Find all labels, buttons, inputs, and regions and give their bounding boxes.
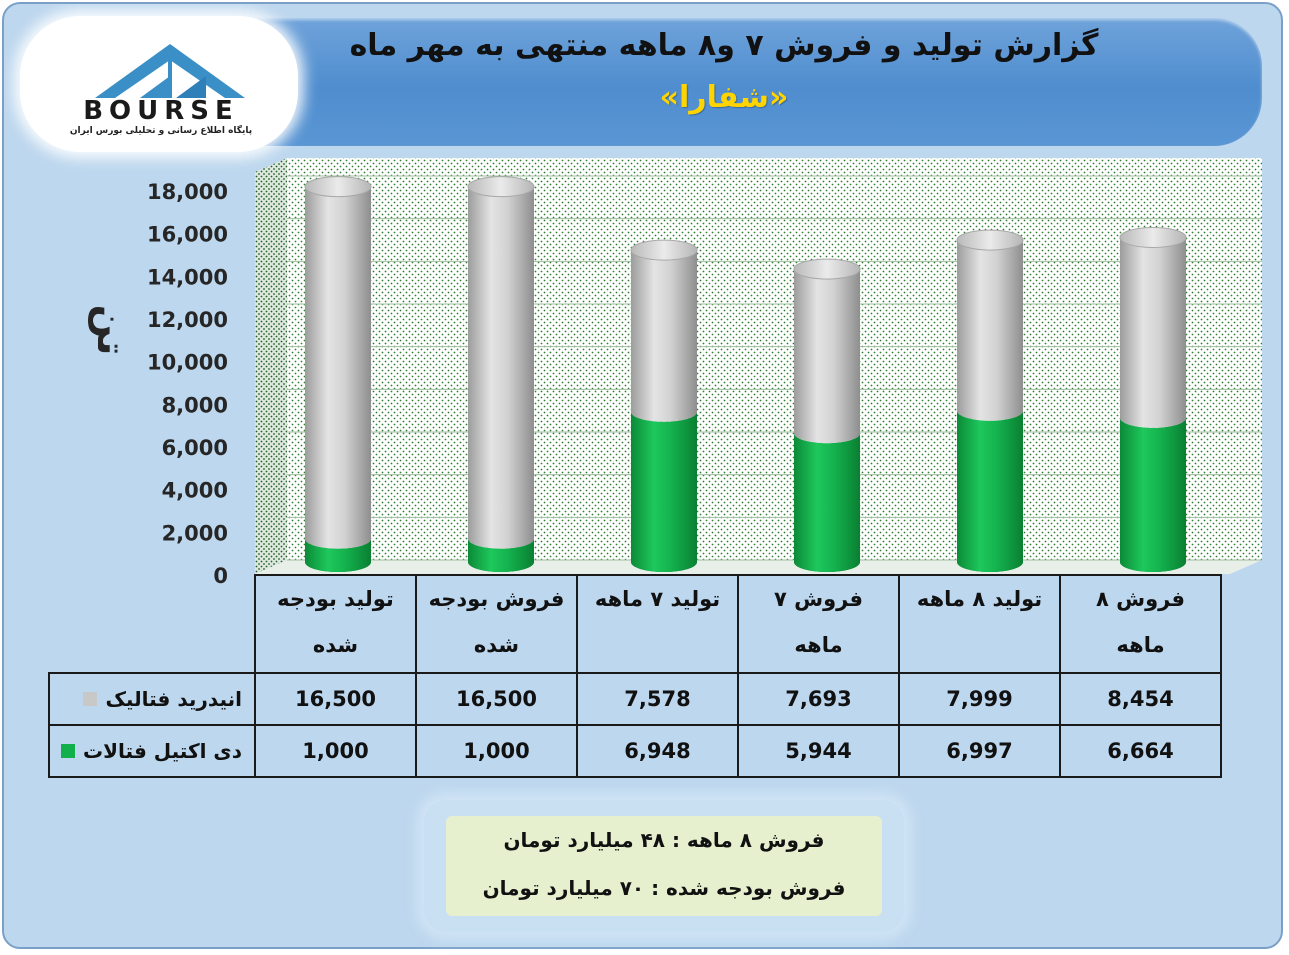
bar-gray xyxy=(1120,237,1186,428)
category-cell: تولید ۷ ماهه xyxy=(576,574,739,674)
table-corner xyxy=(49,575,255,673)
chart-side-wall xyxy=(255,158,287,574)
y-tick-label: 14,000 xyxy=(147,265,228,289)
category-cell: تولید بودجه شده xyxy=(254,574,417,674)
y-tick-label: 10,000 xyxy=(147,351,228,375)
data-label: 1,000 xyxy=(415,724,578,778)
bar-top-cap xyxy=(467,176,535,198)
data-label: 16,500 xyxy=(415,672,578,726)
bar-stack xyxy=(467,176,535,572)
bar-gray xyxy=(794,269,860,444)
category-line: فروش ۷ xyxy=(774,587,863,611)
category-line: تولید ۷ ماهه xyxy=(594,587,721,611)
y-tick-label: 0 xyxy=(213,564,228,588)
legend-key-green-icon xyxy=(61,744,76,758)
category-cell: فروش ۸ ماهه xyxy=(1059,574,1222,674)
data-label: 6,948 xyxy=(576,724,739,778)
company-name: «شفارا» xyxy=(659,80,789,115)
y-tick-label: 12,000 xyxy=(147,308,228,332)
bar-top-cap xyxy=(304,176,372,198)
data-label: 7,999 xyxy=(898,672,1061,726)
bar-gray xyxy=(631,250,697,422)
plot-floor xyxy=(255,560,1262,574)
y-tick-label: 16,000 xyxy=(147,223,228,247)
bar-gray xyxy=(305,186,371,549)
bar-green xyxy=(468,538,534,572)
summary-box: فروش ۸ ماهه : ۴۸ میلیارد تومان فروش بودج… xyxy=(424,800,904,932)
bar-stack xyxy=(304,176,372,572)
category-line: ماهه xyxy=(794,633,843,657)
bar-green xyxy=(957,410,1023,572)
data-label: 7,578 xyxy=(576,672,739,726)
y-axis-ticks: 0 2,000 4,000 6,000 8,000 10,000 12,000 14,000 1… xyxy=(147,180,228,588)
category-cell: فروش ۷ ماهه xyxy=(737,574,900,674)
series-row-green: دی اکتیل فتالات 1,000 1,000 6,948 5,944 … xyxy=(48,724,1222,778)
y-tick-label: 8,000 xyxy=(162,393,228,417)
bar-stack xyxy=(956,229,1024,572)
report-title: گزارش تولید و فروش ۷ و۸ ماهه منتهی به مه… xyxy=(349,28,1099,63)
bar-green xyxy=(1120,417,1186,572)
plot-back-wall xyxy=(287,158,1262,560)
bar-green xyxy=(794,433,860,572)
summary-panel: فروش ۸ ماهه : ۴۸ میلیارد تومان فروش بودج… xyxy=(446,816,882,916)
bar-stack xyxy=(793,258,861,572)
y-axis-label: تن xyxy=(88,304,134,355)
legend-entry-green: دی اکتیل فتالات xyxy=(48,724,256,778)
data-label: 1,000 xyxy=(254,724,417,778)
bar-gray xyxy=(468,186,534,549)
summary-line-8-month-sales: فروش ۸ ماهه : ۴۸ میلیارد تومان xyxy=(503,828,825,852)
bar-green xyxy=(305,538,371,572)
category-row: تولید بودجه شده فروش بودجه شده تولید ۷ ماه… xyxy=(49,574,1222,674)
category-line: تولید بودجه xyxy=(277,587,394,611)
category-cell: فروش بودجه شده xyxy=(415,574,578,674)
legend-label: دی اکتیل فتالات xyxy=(83,739,242,763)
bars xyxy=(304,176,1187,572)
legend-label: انیدرید فتالیک xyxy=(105,687,242,711)
bar-green xyxy=(631,411,697,572)
gridlines xyxy=(287,175,1262,561)
data-label: 16,500 xyxy=(254,672,417,726)
bar-gray xyxy=(957,240,1023,421)
category-line: شده xyxy=(473,633,520,657)
legend-key-gray-icon xyxy=(83,692,98,706)
legend-entry-gray: انیدرید فتالیک xyxy=(48,672,256,726)
series-row-gray: انیدرید فتالیک 16,500 16,500 7,578 7,693… xyxy=(48,672,1222,726)
data-label: 5,944 xyxy=(737,724,900,778)
category-line: فروش ۸ xyxy=(1096,587,1185,611)
data-label: 6,664 xyxy=(1059,724,1222,778)
category-cell: تولید ۸ ماهه xyxy=(898,574,1061,674)
logo-mark-icon xyxy=(95,44,245,98)
data-label: 8,454 xyxy=(1059,672,1222,726)
bar-top-cap xyxy=(956,229,1024,251)
category-line: فروش بودجه xyxy=(428,587,565,611)
category-line: شده xyxy=(312,633,359,657)
bar-top-cap xyxy=(1119,226,1187,248)
category-line: تولید ۸ ماهه xyxy=(916,587,1043,611)
data-label: 7,693 xyxy=(737,672,900,726)
data-table: تولید بودجه شده فروش بودجه شده تولید ۷ ماه… xyxy=(48,574,1222,778)
bar-stack xyxy=(630,239,698,572)
logo-tagline: پایگاه اطلاع رسانی و تحلیلی بورس ایران xyxy=(69,126,253,136)
bar-stack xyxy=(1119,226,1187,572)
bourse24-logo: BOURSE پایگاه اطلاع رسانی و تحلیلی بورس … xyxy=(20,16,298,152)
summary-line-budgeted-sales: فروش بودجه شده : ۷۰ میلیارد تومان xyxy=(482,876,846,900)
y-tick-label: 4,000 xyxy=(162,479,228,503)
bar-top-cap xyxy=(630,239,698,261)
y-tick-label: 2,000 xyxy=(162,521,228,545)
y-tick-label: 18,000 xyxy=(147,180,228,204)
logo-word: BOURSE xyxy=(83,96,239,126)
bar-top-cap xyxy=(793,258,861,280)
y-tick-label: 6,000 xyxy=(162,436,228,460)
data-label: 6,997 xyxy=(898,724,1061,778)
category-line: ماهه xyxy=(1116,633,1165,657)
